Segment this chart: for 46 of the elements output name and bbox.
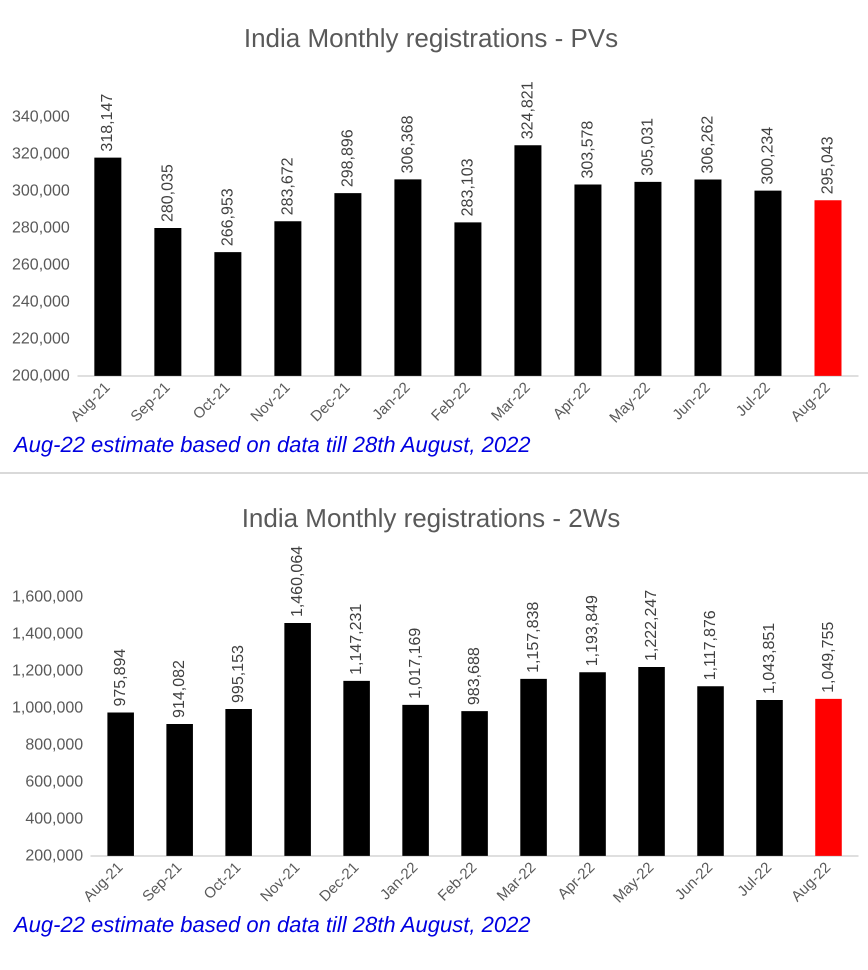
y-tick-label: 1,000,000: [12, 699, 84, 716]
y-tick-label: 200,000: [12, 367, 70, 384]
data-label: 1,193,849: [584, 594, 601, 666]
data-label: 914,082: [171, 660, 188, 718]
data-label: 283,672: [279, 157, 296, 216]
data-label: 1,147,231: [348, 604, 366, 675]
data-label: 266,953: [219, 188, 236, 246]
data-label: 280,035: [159, 164, 176, 222]
y-tick-label: 260,000: [12, 256, 70, 274]
data-label: 983,688: [466, 647, 483, 706]
data-label: 306,368: [399, 115, 416, 174]
data-label: 306,262: [699, 116, 716, 174]
text: Aug-22 estimate based on data till 28th August, 2022: [12, 911, 532, 939]
data-label: 300,234: [759, 126, 776, 185]
data-label: 1,017,169: [407, 628, 424, 699]
y-tick-label: 1,600,000: [12, 588, 84, 606]
data-label: 1,117,876: [702, 610, 719, 680]
y-tick-label: 300,000: [12, 182, 70, 200]
text: Aug-22 estimate based on data till 28th August, 2022: [12, 431, 532, 459]
data-label: 318,147: [99, 94, 116, 152]
chart-title: India Monthly registrations - 2Ws: [242, 502, 620, 533]
y-tick-label: 240,000: [12, 293, 70, 310]
chart-title: India Monthly registrations - PVs: [244, 22, 618, 53]
y-tick-label: 800,000: [25, 736, 84, 754]
data-label: 295,043: [819, 136, 836, 194]
y-tick-label: 1,200,000: [12, 662, 84, 680]
data-label: 1,043,851: [760, 622, 778, 694]
y-tick-label: 400,000: [25, 810, 84, 828]
data-label: 1,157,838: [524, 602, 542, 673]
y-tick-label: 280,000: [12, 219, 70, 236]
y-tick-label: 600,000: [25, 773, 84, 790]
data-label: 995,153: [230, 645, 248, 703]
y-tick-label: 220,000: [12, 330, 70, 348]
data-label: 305,031: [639, 118, 656, 176]
y-tick-label: 1,400,000: [12, 626, 84, 643]
y-tick-label: 340,000: [12, 108, 70, 126]
data-label: 283,103: [459, 158, 476, 216]
data-label: 975,894: [112, 648, 130, 707]
data-label: 1,460,064: [289, 546, 306, 618]
y-tick-label: 200,000: [25, 847, 84, 864]
data-label: 303,578: [579, 120, 596, 179]
data-label: 1,222,247: [642, 590, 660, 662]
y-tick-label: 320,000: [12, 146, 70, 163]
data-label: 1,049,755: [820, 622, 837, 693]
data-label: 298,896: [339, 129, 356, 188]
data-label: 324,821: [519, 81, 536, 140]
